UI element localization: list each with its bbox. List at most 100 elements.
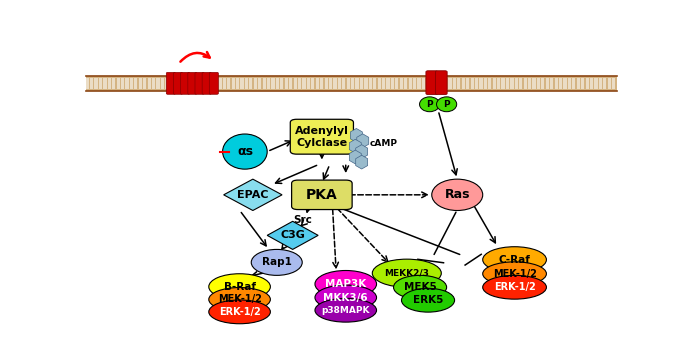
Bar	[528, 78, 531, 89]
Bar	[138, 78, 142, 89]
Bar	[134, 78, 138, 89]
Text: MEK-1/2: MEK-1/2	[218, 294, 262, 304]
Bar	[95, 78, 98, 89]
Bar	[298, 78, 301, 89]
Bar	[276, 78, 279, 89]
Bar	[280, 78, 284, 89]
Bar	[294, 78, 297, 89]
Bar	[488, 78, 491, 89]
Bar	[510, 78, 514, 89]
Polygon shape	[356, 145, 368, 159]
Text: MEKK2/3: MEKK2/3	[384, 269, 429, 278]
Ellipse shape	[419, 97, 440, 112]
Ellipse shape	[209, 287, 271, 311]
Bar	[112, 78, 115, 89]
Text: Rap1: Rap1	[262, 257, 292, 267]
Bar	[289, 78, 292, 89]
Text: ERK5: ERK5	[413, 295, 443, 305]
Bar	[227, 78, 230, 89]
Bar	[86, 76, 616, 91]
FancyBboxPatch shape	[173, 72, 182, 94]
Bar	[444, 78, 447, 89]
Bar	[236, 78, 239, 89]
Ellipse shape	[209, 274, 271, 300]
Bar	[86, 78, 89, 89]
Bar	[586, 78, 588, 89]
Bar	[555, 78, 558, 89]
Bar	[550, 78, 553, 89]
Bar	[595, 78, 597, 89]
Text: C-Raf: C-Raf	[499, 255, 530, 265]
Bar	[192, 78, 195, 89]
Ellipse shape	[483, 262, 547, 286]
Bar	[214, 78, 217, 89]
Bar	[121, 78, 124, 89]
Bar	[125, 78, 129, 89]
Text: B-Raf: B-Raf	[223, 282, 256, 292]
Bar	[161, 78, 164, 89]
Bar	[232, 78, 235, 89]
Bar	[523, 78, 527, 89]
Bar	[347, 78, 350, 89]
FancyBboxPatch shape	[292, 180, 352, 210]
Bar	[497, 78, 500, 89]
Bar	[360, 78, 363, 89]
Bar	[219, 78, 221, 89]
Ellipse shape	[315, 298, 377, 322]
Bar	[559, 78, 562, 89]
Ellipse shape	[315, 285, 377, 310]
Ellipse shape	[401, 288, 455, 312]
Bar	[568, 78, 571, 89]
FancyBboxPatch shape	[202, 72, 211, 94]
Bar	[532, 78, 536, 89]
Bar	[369, 78, 372, 89]
Text: P: P	[426, 100, 433, 109]
Bar	[188, 78, 190, 89]
Bar	[466, 78, 469, 89]
Text: Ras: Ras	[445, 188, 470, 201]
Ellipse shape	[209, 300, 271, 324]
Bar	[271, 78, 275, 89]
Bar	[320, 78, 323, 89]
Bar	[338, 78, 341, 89]
Bar	[599, 78, 602, 89]
Bar	[435, 78, 438, 89]
Bar	[210, 78, 212, 89]
Bar	[590, 78, 593, 89]
Text: MAP3K: MAP3K	[325, 279, 366, 289]
Bar	[577, 78, 580, 89]
Bar	[179, 78, 182, 89]
Bar	[245, 78, 248, 89]
Text: p38MAPK: p38MAPK	[321, 306, 370, 315]
Bar	[519, 78, 523, 89]
Bar	[90, 78, 93, 89]
Bar	[258, 78, 262, 89]
Bar	[563, 78, 566, 89]
Polygon shape	[223, 179, 282, 211]
Bar	[453, 78, 456, 89]
Bar	[205, 78, 208, 89]
Bar	[329, 78, 332, 89]
Bar	[170, 78, 173, 89]
Bar	[493, 78, 496, 89]
Bar	[603, 78, 606, 89]
Bar	[325, 78, 327, 89]
Bar	[413, 78, 416, 89]
Bar	[183, 78, 186, 89]
Bar	[103, 78, 106, 89]
Text: αs: αs	[237, 145, 253, 158]
Bar	[501, 78, 505, 89]
Bar	[608, 78, 611, 89]
Ellipse shape	[251, 250, 302, 276]
Bar	[165, 78, 169, 89]
Text: cAMP: cAMP	[370, 139, 398, 148]
Ellipse shape	[393, 276, 447, 299]
Polygon shape	[357, 134, 369, 148]
Polygon shape	[349, 139, 361, 153]
Bar	[426, 78, 429, 89]
Polygon shape	[349, 150, 361, 164]
FancyBboxPatch shape	[195, 72, 204, 94]
Text: MKK3/6: MKK3/6	[323, 292, 368, 303]
Bar	[174, 78, 177, 89]
Bar	[196, 78, 199, 89]
